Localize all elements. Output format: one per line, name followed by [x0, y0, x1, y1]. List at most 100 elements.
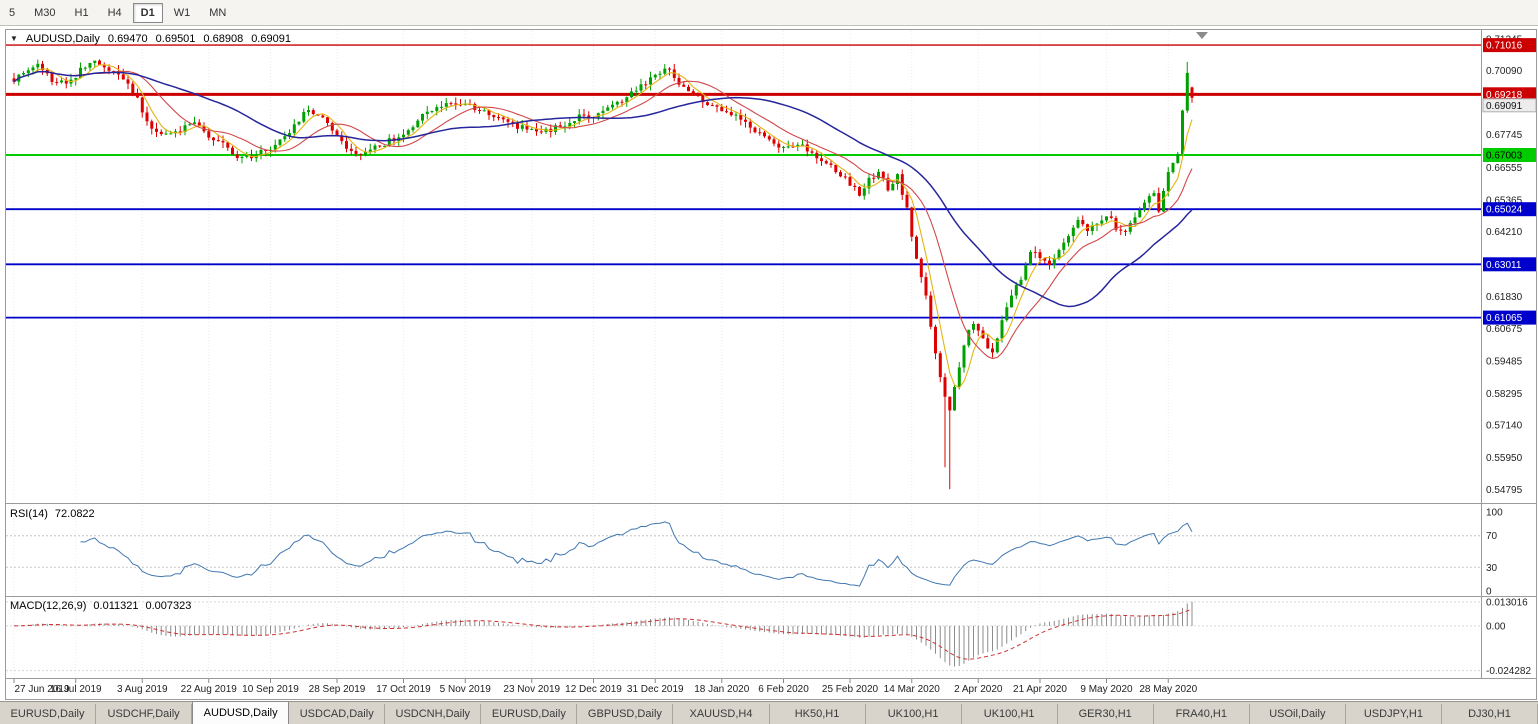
- period-button-H1[interactable]: H1: [67, 3, 97, 23]
- chart-tab-fra40-h1[interactable]: FRA40,H1: [1153, 704, 1250, 724]
- candle-body: [706, 102, 709, 106]
- date-label: 17 Oct 2019: [376, 684, 431, 695]
- candle-body: [1190, 87, 1194, 98]
- chart-shift-icon[interactable]: [1196, 32, 1208, 39]
- candle-body: [164, 133, 168, 135]
- candle-body: [615, 101, 619, 105]
- candle-body: [815, 152, 819, 159]
- chart-tab-hk50-h1[interactable]: HK50,H1: [769, 704, 866, 724]
- candle-body: [1119, 229, 1123, 231]
- symbol-dropdown-icon[interactable]: ▼: [10, 34, 18, 43]
- rsi-tick-label: 70: [1486, 531, 1498, 542]
- timeframe-toolbar: 5 M30 H1 H4 D1 W1 MN: [0, 0, 1538, 26]
- chart-tab-uk100-h1[interactable]: UK100,H1: [865, 704, 962, 724]
- chart-symbol-label: AUDUSD,Daily: [25, 33, 100, 45]
- price-level-badge-label: 0.67003: [1486, 150, 1523, 161]
- period-button-MN[interactable]: MN: [201, 3, 234, 23]
- period-button-M30[interactable]: M30: [26, 3, 63, 23]
- candle-body: [729, 112, 733, 116]
- period-button-D1[interactable]: D1: [132, 2, 163, 23]
- chart-canvas[interactable]: 0.712450.700900.677450.665550.653650.642…: [0, 26, 1538, 702]
- chart-title: ▼ AUDUSD,Daily 0.69470 0.69501 0.68908 0…: [10, 33, 291, 45]
- macd-signal-line: [13, 608, 1193, 660]
- candle-body: [411, 127, 415, 131]
- chart-tab-gbpusd-daily[interactable]: GBPUSD,Daily: [577, 704, 674, 724]
- candle-body: [406, 130, 410, 135]
- candle-body: [188, 124, 192, 126]
- candle-body: [995, 338, 999, 353]
- candle-body: [98, 60, 101, 66]
- candle-body: [810, 151, 814, 153]
- candle-body: [611, 104, 614, 108]
- candle-body: [1138, 210, 1142, 218]
- candle-body: [79, 67, 82, 78]
- rsi-line: [80, 521, 1193, 587]
- candle-body: [221, 140, 225, 143]
- candle-body: [1052, 258, 1056, 265]
- candle-body: [862, 188, 866, 196]
- chart-tab-dj30-h1[interactable]: DJ30,H1: [1441, 704, 1538, 724]
- chart-tab-usdchf-daily[interactable]: USDCHF,Daily: [96, 704, 193, 724]
- chart-tab-audusd-daily[interactable]: AUDUSD,Daily: [192, 701, 290, 724]
- candle-body: [1024, 265, 1028, 280]
- date-label: 18 Jan 2020: [694, 684, 749, 695]
- candle-body: [425, 111, 429, 114]
- rsi-indicator-name: RSI(14): [10, 508, 48, 520]
- candle-body: [820, 158, 823, 162]
- price-tick-label: 0.59485: [1486, 356, 1523, 367]
- period-button-5[interactable]: 5: [1, 3, 23, 23]
- date-label: 12 Dec 2019: [565, 684, 622, 695]
- chart-tab-xauusd-h4[interactable]: XAUUSD,H4: [673, 704, 770, 724]
- candle-body: [1029, 251, 1032, 266]
- period-button-W1[interactable]: W1: [166, 3, 199, 23]
- period-button-H4[interactable]: H4: [100, 3, 130, 23]
- price-scale-background[interactable]: [1482, 30, 1538, 679]
- chart-tab-ger30-h1[interactable]: GER30,H1: [1057, 704, 1154, 724]
- candle-body: [454, 103, 458, 105]
- candle-body: [492, 115, 496, 118]
- date-label: 16 Jul 2019: [50, 684, 102, 695]
- candle-body: [330, 123, 334, 131]
- moving-average-34: [13, 70, 1193, 308]
- rsi-label: RSI(14) 72.0822: [10, 508, 95, 520]
- chart-tab-usdcad-daily[interactable]: USDCAD,Daily: [289, 704, 386, 724]
- candle-body: [748, 121, 752, 128]
- candle-body: [539, 131, 543, 133]
- price-tick-label: 0.55950: [1486, 453, 1523, 464]
- candle-body: [307, 110, 310, 112]
- candle-body: [734, 114, 738, 116]
- date-label: 2 Apr 2020: [954, 684, 1003, 695]
- candle-body: [283, 136, 287, 140]
- candle-body: [273, 144, 277, 150]
- macd-tick-label: 0.00: [1486, 621, 1506, 632]
- candle-body: [782, 146, 785, 148]
- price-tick-label: 0.54795: [1486, 485, 1523, 496]
- candle-body: [938, 353, 942, 378]
- price-tick-label: 0.61830: [1486, 292, 1523, 303]
- chart-tab-usoil-daily[interactable]: USOil,Daily: [1249, 704, 1346, 724]
- candle-body: [41, 63, 44, 70]
- candle-body: [568, 123, 572, 127]
- chart-tab-eurusd-daily[interactable]: EURUSD,Daily: [481, 704, 578, 724]
- candle-body: [1090, 225, 1094, 232]
- candle-body: [758, 132, 762, 134]
- candle-body: [368, 149, 372, 152]
- chart-tab-usdcnh-daily[interactable]: USDCNH,Daily: [385, 704, 482, 724]
- rsi-tick-label: 100: [1486, 508, 1503, 519]
- candle-body: [112, 70, 116, 72]
- chart-tab-uk100-h1[interactable]: UK100,H1: [961, 704, 1058, 724]
- candle-body: [482, 110, 486, 112]
- date-label: 25 Feb 2020: [822, 684, 879, 695]
- candle-body: [136, 93, 139, 98]
- chart-tab-eurusd-daily[interactable]: EURUSD,Daily: [0, 704, 97, 724]
- candle-body: [416, 120, 420, 128]
- candle-body: [563, 126, 567, 128]
- candle-body: [463, 104, 467, 105]
- chart-tabs-bar: EURUSD,Daily USDCHF,Daily AUDUSD,Daily USDC…: [0, 701, 1538, 724]
- candle-body: [302, 112, 306, 122]
- date-label: 3 Aug 2019: [117, 684, 168, 695]
- chart-tab-usdjpy-h1[interactable]: USDJPY,H1: [1345, 704, 1442, 724]
- candle-body: [739, 114, 743, 120]
- candle-body: [530, 129, 534, 130]
- candle-body: [915, 236, 918, 259]
